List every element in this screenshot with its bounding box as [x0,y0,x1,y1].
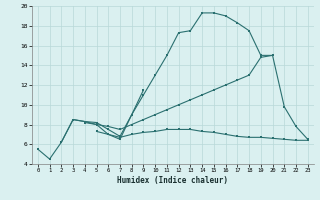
X-axis label: Humidex (Indice chaleur): Humidex (Indice chaleur) [117,176,228,185]
